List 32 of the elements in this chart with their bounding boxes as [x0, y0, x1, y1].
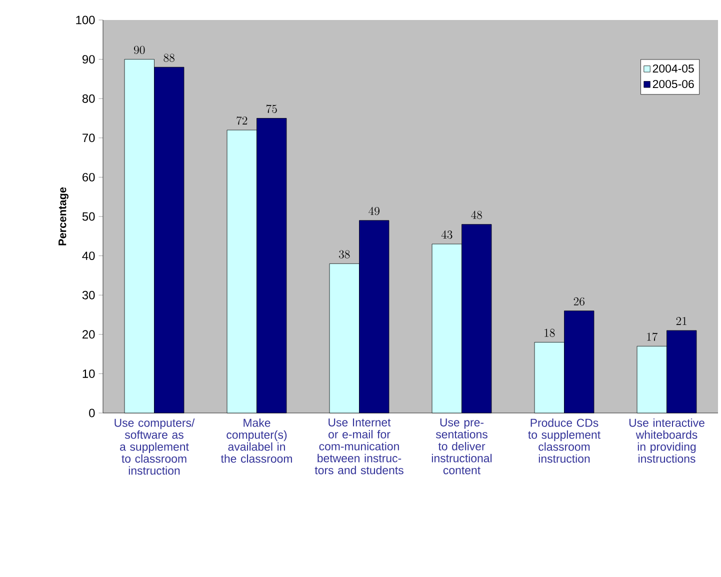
data-label: 38	[339, 250, 350, 258]
x-tick-label: Use Internet or e-mail for com-munication between instruc-tors and students	[314, 418, 404, 474]
x-tick-label: Produce CDs to supplement classroom instruction	[528, 418, 600, 463]
x-tick-label: Use interactive whiteboards in providing instructions	[629, 418, 704, 463]
y-tick-label: 30	[82, 290, 95, 300]
y-tick-label: 70	[82, 134, 95, 142]
data-label: 88	[164, 54, 174, 62]
data-label: 48	[471, 210, 482, 220]
data-label: 26	[574, 297, 584, 306]
y-tick-label: 60	[82, 172, 95, 182]
y-axis-title: Percentage	[58, 187, 68, 246]
y-tick-label: 10	[82, 369, 95, 378]
data-label: 75	[266, 104, 277, 113]
legend-label: 2004-05	[652, 64, 694, 73]
y-tick-label: 0	[89, 408, 95, 418]
y-tick-label: 80	[82, 94, 95, 103]
data-label: 49	[368, 206, 380, 216]
y-tick-label: 40	[82, 252, 95, 260]
data-label: 21	[676, 317, 687, 325]
y-tick-label: 50	[82, 212, 95, 221]
data-label: 17	[647, 332, 658, 341]
x-tick-label: Make computer(s) availabel in the classroom	[220, 418, 292, 463]
y-tick-label: 90	[82, 55, 95, 64]
x-tick-label: Use pre-sentations to deliver instructional content	[432, 418, 492, 474]
legend-label: 2005-06	[652, 80, 694, 88]
y-tick-label: 100	[76, 16, 95, 24]
data-label: 18	[544, 328, 555, 337]
data-label: 43	[441, 230, 452, 239]
data-label: 72	[236, 116, 248, 125]
data-label: 90	[134, 46, 145, 54]
y-tick-label: 20	[82, 330, 95, 339]
x-tick-label: Use computers/ software as a supplement to classroom instruction	[114, 418, 195, 475]
